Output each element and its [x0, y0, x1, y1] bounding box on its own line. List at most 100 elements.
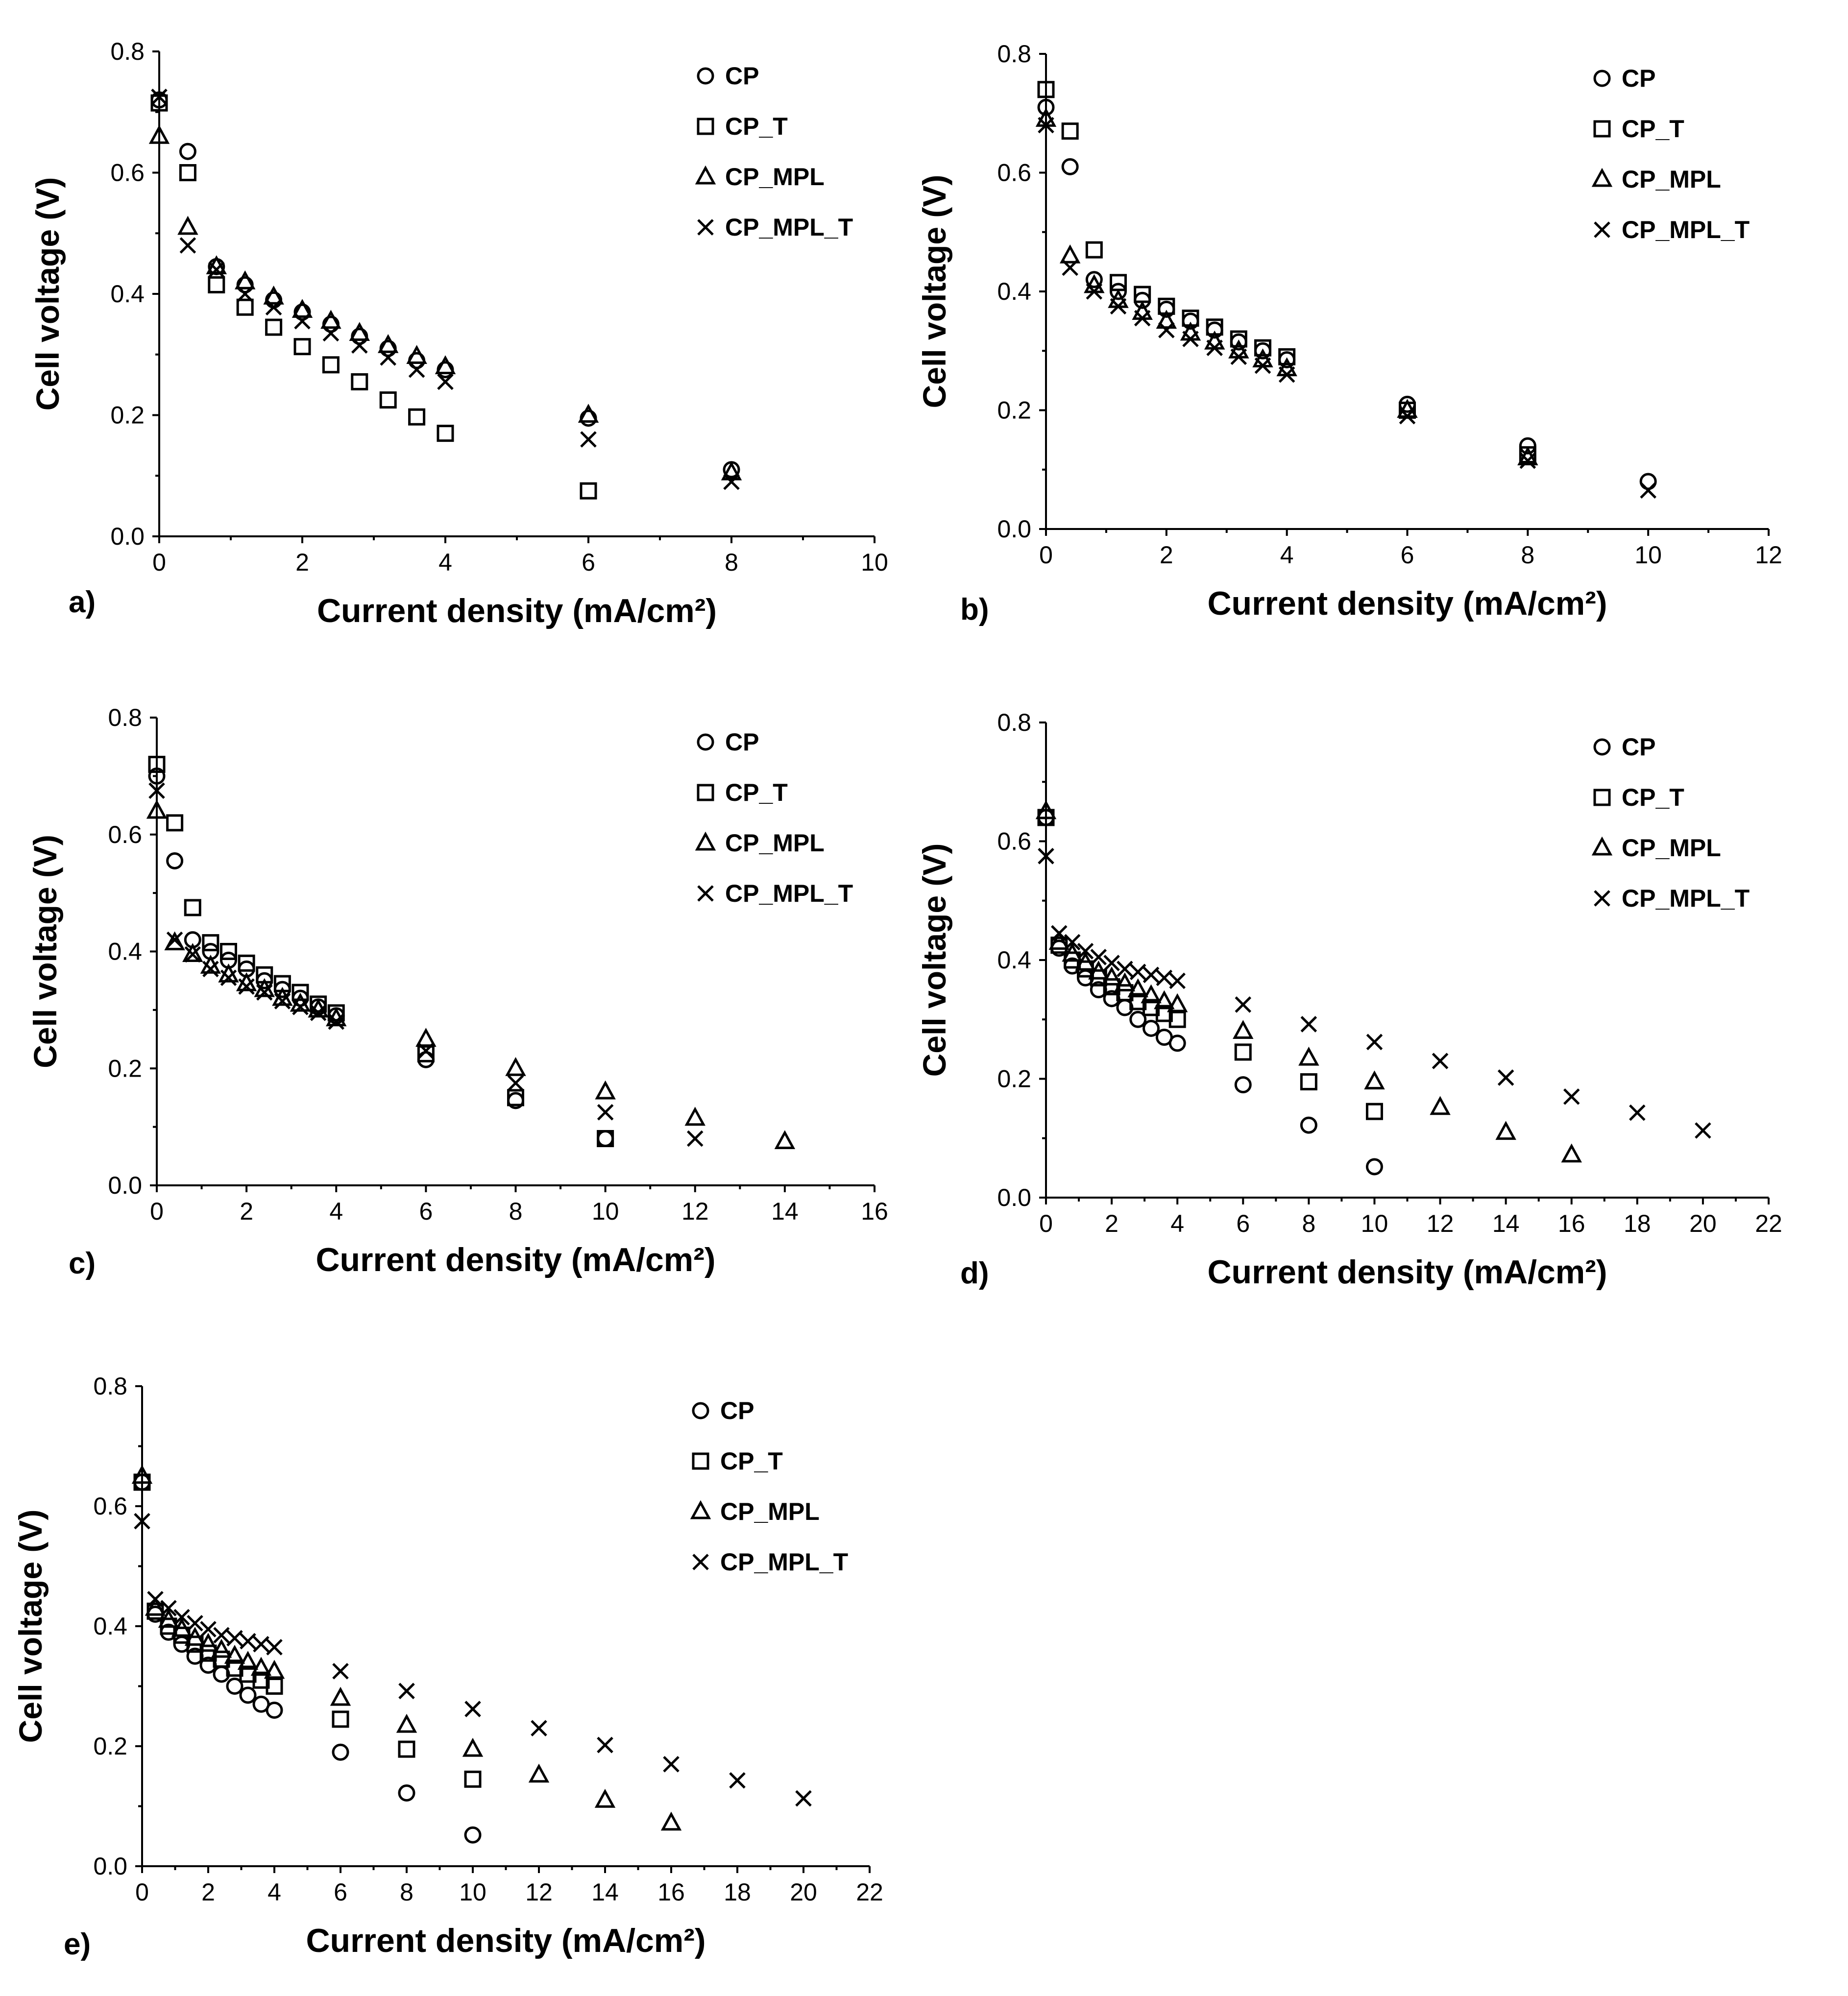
y-tick-label: 0.0 [93, 1852, 127, 1880]
x-tick-label: 10 [592, 1198, 619, 1225]
data-point-CP_MPL_T [1134, 310, 1151, 327]
x-tick-label: 20 [1689, 1210, 1717, 1237]
data-point-CP_T [1085, 241, 1103, 259]
data-point-CP_T [437, 425, 454, 442]
y-tick-label: 0.8 [108, 704, 142, 731]
data-point-CP_MPL [1075, 951, 1096, 971]
legend: CP CP_T CP_MPL CP_MPL_T [695, 728, 853, 907]
data-point-CP_MPL_T [580, 431, 597, 448]
series-CP_MPL_T [1038, 848, 1711, 1139]
data-point-CP_MPL [1062, 942, 1083, 962]
x-tick-label: 8 [509, 1198, 523, 1225]
y-tick-label: 0.2 [93, 1732, 127, 1760]
data-point-CP_T [1230, 330, 1247, 348]
x-tick-label: 14 [1492, 1210, 1520, 1237]
data-point-CP_MPL [462, 1737, 484, 1757]
data-point-CP [1519, 437, 1536, 455]
legend-marker-CP_MPL [695, 831, 716, 851]
x-tick-label: 20 [790, 1878, 817, 1906]
legend-marker-CP_MPL_T [1594, 221, 1610, 238]
x-axis-title: Current density (mA/cm²) [1207, 1253, 1607, 1291]
y-axis-title: Cell voltage (V) [29, 177, 66, 411]
legend-marker-CP [1593, 738, 1611, 756]
data-point-CP_MPL_T [173, 1609, 190, 1626]
data-point-CP_MPL_T [1110, 298, 1127, 315]
x-tick-label: 22 [1755, 1210, 1782, 1237]
data-point-CP_MPL [164, 931, 185, 951]
data-point-CP_MPL_T [166, 931, 183, 948]
panel-4: 0.0 0.2 0.4 0.6 0.8 0 2 4 6 8 10 12 14 16 18 20 22 Curren… [12, 1372, 883, 1961]
data-point-CP_T [379, 391, 397, 409]
x-tick-label: 6 [1401, 541, 1414, 569]
x-tick-label: 4 [329, 1198, 343, 1225]
data-point-CP_MPL_T [179, 237, 196, 254]
data-point-CP_MPL [1127, 978, 1148, 998]
data-point-CP [226, 1678, 243, 1695]
data-point-CP_T [1278, 348, 1296, 365]
panel-0: 0.0 0.2 0.4 0.6 0.8 0 2 4 6 8 10 Current density (m… [29, 38, 888, 629]
data-point-CP_MPL [1364, 1070, 1385, 1090]
series-CP [1037, 98, 1657, 490]
data-point-CP_MPL_T [1366, 1034, 1383, 1051]
legend-entry: CP_T [720, 1447, 783, 1475]
legend-marker-CP_T [692, 1452, 709, 1470]
series-CP_MPL_T [1038, 117, 1656, 499]
legend: CP CP_T CP_MPL CP_MPL_T [1591, 733, 1750, 912]
data-point-CP_MPL_T [274, 993, 291, 1010]
data-point-CP_T [179, 164, 196, 181]
data-point-CP [1037, 98, 1055, 116]
y-tick-label: 0.8 [997, 40, 1031, 68]
data-point-CP_MPL [1035, 800, 1057, 819]
data-point-CP_MPL_T [1143, 966, 1160, 984]
y-tick-label: 0.6 [110, 159, 145, 187]
data-point-CP_MPL [594, 1789, 616, 1808]
legend-marker-CP_MPL_T [697, 885, 714, 902]
legend-entry: CP_MPL [720, 1498, 820, 1525]
data-point-CP_MPL [330, 1686, 351, 1706]
data-point-CP_MPL_T [322, 325, 340, 342]
data-point-CP_MPL_T [151, 89, 168, 105]
legend-entry: CP_MPL_T [1622, 885, 1750, 912]
data-point-CP_MPL_T [795, 1790, 812, 1807]
legend-marker-CP_MPL [1591, 836, 1613, 856]
data-point-CP_MPL_T [226, 1630, 243, 1647]
data-point-CP [239, 1686, 257, 1704]
data-point-CP_MPL_T [1077, 943, 1094, 960]
x-tick-label: 4 [1280, 541, 1294, 569]
data-point-CP_MPL [148, 125, 170, 144]
data-point-CP_MPL_T [160, 1600, 177, 1617]
series-CP_MPL_T [134, 1513, 812, 1807]
x-tick-label: 6 [1236, 1210, 1250, 1237]
data-point-CP_MPL [1233, 1020, 1254, 1039]
y-axis-title: Cell voltage (V) [916, 843, 952, 1077]
data-point-CP_MPL [415, 1028, 437, 1047]
data-point-CP_MPL_T [237, 286, 253, 302]
data-point-CP_MPL [1561, 1143, 1582, 1163]
x-tick-label: 18 [724, 1878, 751, 1906]
data-point-CP_MPL [1495, 1121, 1516, 1140]
data-point-CP_MPL_T [332, 1663, 349, 1680]
data-point-CP_MPL_T [1129, 963, 1146, 981]
data-point-CP_MPL_T [1235, 996, 1252, 1013]
x-tick-label: 4 [1170, 1210, 1184, 1237]
data-point-CP_MPL [1430, 1096, 1451, 1115]
data-point-CP [1129, 1010, 1147, 1028]
legend-marker-CP_MPL_T [692, 1554, 709, 1570]
legend: CP CP_T CP_MPL CP_MPL_T [695, 62, 853, 241]
data-point-CP_MPL [1167, 993, 1188, 1012]
data-point-CP_MPL_T [723, 473, 740, 490]
data-point-CP_MPL_T [253, 1635, 269, 1653]
data-point-CP_MPL_T [1117, 961, 1133, 977]
data-point-CP [1143, 1019, 1160, 1037]
data-point-CP_MPL [377, 334, 399, 353]
x-axis-title: Current density (mA/cm²) [1207, 585, 1607, 622]
data-point-CP_T [292, 984, 309, 1001]
data-point-CP_MPL_T [380, 349, 396, 366]
data-point-CP_MPL_T [1300, 1016, 1317, 1033]
y-tick-label: 0.8 [110, 38, 145, 65]
data-point-CP_MPL_T [1399, 408, 1416, 425]
y-tick-label: 0.0 [110, 523, 145, 550]
x-tick-label: 10 [861, 549, 888, 576]
y-tick-label: 0.4 [997, 946, 1031, 974]
panel-label: b) [960, 593, 989, 626]
